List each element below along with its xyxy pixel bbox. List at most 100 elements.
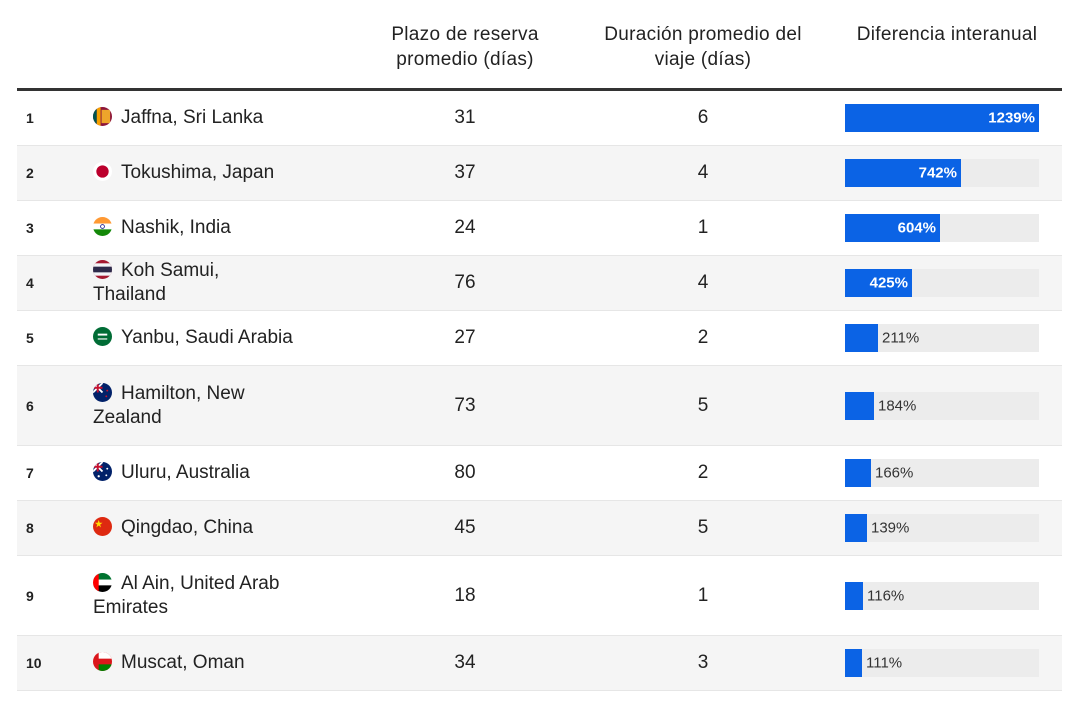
rank-cell: 6 — [26, 397, 34, 414]
diff-label: 425% — [869, 274, 908, 292]
new-zealand-flag-icon — [93, 382, 112, 402]
duracion-cell: 1 — [697, 584, 709, 606]
diff-bar-track: 742% — [845, 159, 1039, 187]
india-flag-icon — [93, 217, 112, 236]
plazo-cell: 45 — [454, 517, 476, 538]
table-row: 10 Muscat, Oman 34 3 111% — [17, 636, 1062, 691]
rank-cell: 10 — [26, 655, 42, 671]
destination-label: Uluru, Australia — [121, 462, 250, 483]
rank-cell: 3 — [26, 220, 34, 236]
rank-cell: 4 — [26, 275, 34, 291]
diff-bar — [845, 214, 940, 242]
destination-label: Tokushima, Japan — [121, 162, 275, 183]
diff-bar-track: 425% — [845, 269, 1039, 297]
destination-cell: Qingdao, China — [93, 516, 293, 540]
diff-label: 184% — [878, 397, 917, 414]
diff-bar — [845, 581, 863, 610]
table-row: 7 Uluru, Australia 80 2 166% — [17, 446, 1062, 501]
table-row: 8 Qingdao, China 45 5 139% — [17, 501, 1062, 556]
diff-bar — [845, 269, 912, 297]
destination-label: Hamilton, New Zealand — [93, 382, 245, 428]
duracion-cell: 6 — [697, 107, 709, 128]
uae-flag-icon — [93, 572, 112, 592]
destination-label: Koh Samui, Thailand — [93, 260, 220, 305]
diff-bar-track: 604% — [845, 214, 1039, 242]
sri-lanka-flag-icon — [93, 107, 112, 126]
duracion-cell: 5 — [697, 394, 709, 416]
plazo-cell: 80 — [454, 462, 476, 483]
duracion-cell: 5 — [697, 517, 709, 538]
destination-label: Yanbu, Saudi Arabia — [121, 327, 293, 348]
duracion-cell: 1 — [697, 217, 709, 238]
destination-cell: Yanbu, Saudi Arabia — [93, 326, 293, 350]
thailand-flag-icon — [93, 260, 112, 279]
header-plazo: Plazo de reserva promedio (días) — [391, 24, 539, 70]
destination-label: Qingdao, China — [121, 517, 254, 538]
diff-label: 1239% — [988, 109, 1035, 127]
diff-bar — [845, 324, 878, 352]
diff-bar-track: 111% — [845, 649, 1039, 677]
diff-bar — [845, 159, 961, 187]
destination-cell: Muscat, Oman — [93, 651, 293, 675]
destination-cell: Nashik, India — [93, 216, 293, 240]
china-flag-icon — [93, 517, 112, 536]
rank-cell: 1 — [26, 110, 34, 126]
plazo-cell: 34 — [454, 652, 476, 673]
diff-label: 139% — [871, 519, 910, 537]
diff-label: 116% — [867, 587, 905, 604]
destinations-table: Plazo de reserva promedio (días) Duració… — [17, 0, 1062, 691]
plazo-cell: 27 — [454, 327, 476, 348]
destination-label: Muscat, Oman — [121, 652, 245, 673]
table-header: Plazo de reserva promedio (días) Duració… — [17, 0, 1062, 91]
table-row: 5 Yanbu, Saudi Arabia 27 2 211% — [17, 311, 1062, 366]
plazo-cell: 76 — [454, 272, 476, 293]
diff-bar-track: 166% — [845, 459, 1039, 487]
diff-label: 742% — [918, 164, 957, 182]
rank-cell: 9 — [26, 587, 34, 604]
header-duracion: Duración promedio del viaje (días) — [604, 24, 802, 70]
saudi-arabia-flag-icon — [93, 327, 112, 346]
diff-bar — [845, 514, 867, 542]
diff-label: 111% — [866, 654, 903, 672]
oman-flag-icon — [93, 652, 112, 671]
duracion-cell: 4 — [697, 272, 709, 293]
table-row: 9 Al Ain, United Arab Emirates 18 1 116% — [17, 556, 1062, 636]
diff-bar-track: 184% — [845, 391, 1039, 420]
diff-bar-track: 1239% — [845, 104, 1039, 132]
diff-label: 211% — [882, 329, 920, 347]
destination-cell: Koh Samui, Thailand — [93, 259, 293, 307]
header-diferencia: Diferencia interanual — [856, 24, 1038, 45]
plazo-cell: 37 — [454, 162, 476, 183]
diff-bar — [845, 104, 1039, 132]
rank-cell: 7 — [26, 465, 34, 481]
diff-bar-track: 116% — [845, 581, 1039, 610]
table-row: 4 Koh Samui, Thailand 76 4 425% — [17, 256, 1062, 311]
destination-cell: Hamilton, New Zealand — [93, 382, 293, 430]
destination-cell: Jaffna, Sri Lanka — [93, 106, 293, 130]
duracion-cell: 3 — [697, 652, 709, 673]
diff-label: 604% — [897, 219, 936, 237]
table-body: 1 Jaffna, Sri Lanka 3 1 6 1239% 2 Tokushima, Ja… — [17, 91, 1062, 691]
diff-bar — [845, 459, 871, 487]
table-row: 1 Jaffna, Sri Lanka 31 6 1239% — [17, 91, 1062, 146]
rank-cell: 2 — [26, 165, 34, 181]
destination-cell: Al Ain, United Arab Emirates — [93, 572, 293, 620]
diff-label: 166% — [875, 464, 914, 482]
diff-bar — [845, 649, 862, 677]
rank-cell: 8 — [26, 520, 34, 536]
diff-bar — [845, 391, 874, 420]
plazo-cell: 73 — [454, 394, 476, 416]
destination-label: Jaffna, Sri Lanka — [121, 107, 264, 128]
destination-cell: Uluru, Australia — [93, 461, 293, 485]
duracion-cell: 4 — [697, 162, 709, 183]
table-row: 6 Hamilton, New Zealand 73 5 184% — [17, 366, 1062, 446]
destination-cell: Tokushima, Japan — [93, 161, 293, 185]
duracion-cell: 2 — [697, 327, 709, 348]
rank-cell: 5 — [26, 330, 34, 346]
table-row: 2 Tokushima, Japan 37 4 742% — [17, 146, 1062, 201]
plazo-cell: 18 — [454, 584, 476, 606]
australia-flag-icon — [93, 462, 112, 481]
diff-bar-track: 211% — [845, 324, 1039, 352]
destination-label: Nashik, India — [121, 217, 231, 238]
plazo-cell: 24 — [454, 217, 476, 238]
